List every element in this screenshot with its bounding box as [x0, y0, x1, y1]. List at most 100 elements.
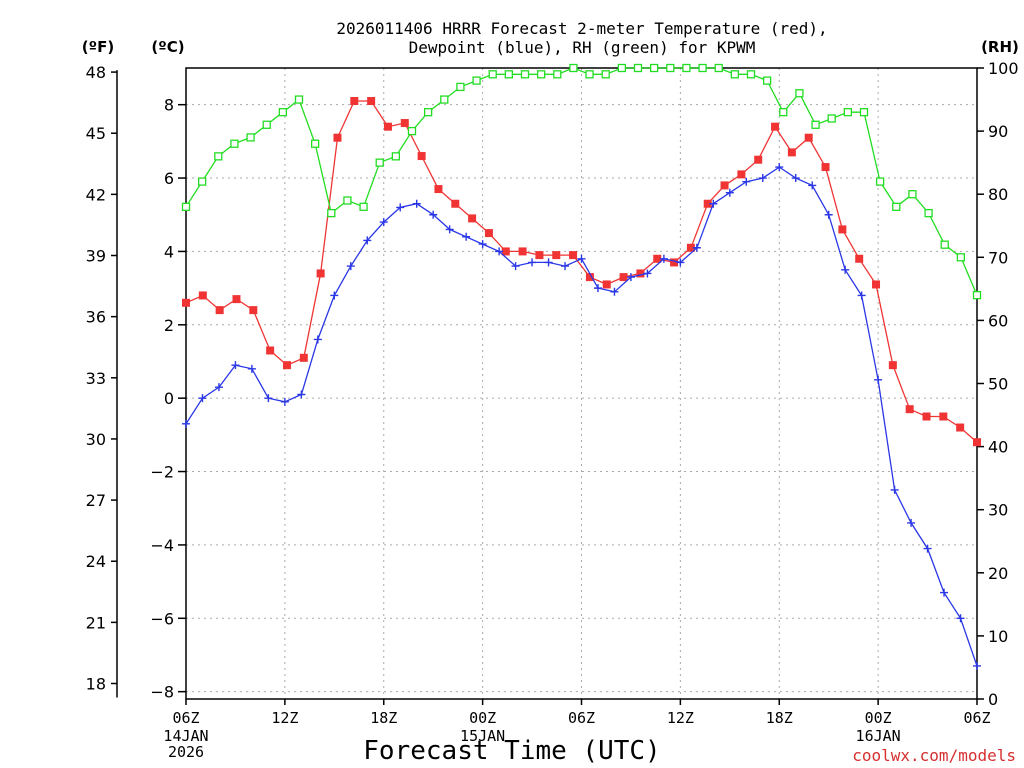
celsius-tick-label: −8: [150, 683, 174, 702]
temperature-point: [636, 269, 645, 278]
temperature-point: [350, 97, 359, 106]
rh-point: [972, 291, 982, 300]
dewpoint-point: [593, 284, 602, 293]
temperature-point: [973, 438, 981, 447]
fahrenheit-unit-label: (ºF): [82, 38, 114, 56]
rh-point: [553, 70, 562, 79]
rh-tick-label: 20: [988, 564, 1008, 583]
rh-point: [391, 152, 401, 161]
fahrenheit-tick-label: 48: [86, 63, 106, 82]
temperature-point: [417, 152, 426, 161]
dewpoint-point: [478, 240, 487, 249]
dewpoint-point: [363, 236, 372, 245]
rh-point: [456, 82, 465, 92]
dewpoint-point: [429, 210, 438, 219]
temperature-point: [670, 258, 679, 267]
dewpoint-point: [610, 287, 619, 296]
temperature-point: [198, 291, 207, 300]
temperature-point: [299, 353, 308, 362]
rh-point: [633, 63, 643, 73]
dewpoint-point: [462, 232, 471, 241]
watermark: coolwx.com/models: [852, 746, 1016, 765]
date-label: 14JAN: [163, 727, 208, 745]
dewpoint-point: [330, 291, 339, 300]
dewpoint-point: [231, 361, 240, 370]
dewpoint-point: [791, 174, 800, 183]
temperature-point: [282, 361, 291, 370]
time-tick-label: 00Z: [469, 709, 496, 727]
fahrenheit-tick-label: 33: [86, 369, 106, 388]
rh-tick-label: 80: [988, 185, 1008, 204]
rh-point: [343, 196, 352, 205]
temperature-point: [484, 229, 493, 238]
rh-tick-label: 40: [988, 438, 1008, 457]
time-tick-label: 12Z: [271, 709, 298, 727]
dewpoint-point: [907, 518, 916, 527]
temperature-point: [501, 247, 510, 256]
fahrenheit-tick-label: 45: [86, 124, 106, 143]
temperature-point: [804, 133, 813, 142]
dewpoint-point: [313, 335, 322, 344]
rh-point: [649, 63, 659, 73]
temperature-point: [535, 251, 544, 260]
rh-point: [407, 126, 417, 136]
rh-point: [730, 70, 740, 79]
rh-point: [859, 108, 869, 117]
dewpoint-point: [346, 262, 355, 271]
rh-tick-label: 10: [988, 627, 1008, 646]
time-tick-label: 18Z: [370, 709, 397, 727]
rh-point: [698, 63, 707, 73]
rh-tick-label: 60: [988, 311, 1008, 330]
dewpoint-point: [923, 544, 932, 553]
rh-point: [795, 89, 804, 98]
celsius-tick-label: −2: [150, 463, 174, 482]
dewpoint-point: [577, 254, 586, 263]
rh-point: [423, 108, 433, 117]
dewpoint-point: [676, 258, 685, 267]
dewpoint-point: [857, 291, 866, 300]
rh-point: [536, 70, 546, 79]
rh-unit-label: (RH): [981, 38, 1019, 56]
fahrenheit-tick-label: 18: [86, 675, 106, 694]
dewpoint-point: [214, 383, 223, 392]
temperature-point: [888, 361, 897, 370]
temperature-point: [602, 280, 611, 289]
fahrenheit-tick-label: 24: [86, 552, 106, 571]
temperature-point: [653, 254, 662, 263]
dewpoint-point: [692, 243, 701, 252]
time-tick-label: 00Z: [865, 709, 892, 727]
rh-point: [472, 76, 481, 85]
rh-point: [908, 190, 917, 199]
celsius-tick-label: 4: [164, 242, 174, 261]
temperature-point: [787, 148, 796, 157]
temperature-line: [185, 100, 978, 443]
dewpoint-point: [379, 218, 388, 227]
dewpoint-point: [890, 485, 899, 494]
dewpoint-point: [396, 203, 405, 212]
time-tick-label: 12Z: [667, 709, 694, 727]
rh-point: [197, 177, 207, 186]
rh-point: [310, 139, 320, 148]
dewpoint-point: [544, 258, 553, 267]
rh-point: [666, 63, 675, 73]
rh-point: [601, 70, 610, 79]
celsius-tick-label: −6: [150, 609, 174, 628]
rh-point: [956, 253, 966, 262]
rh-point: [924, 208, 933, 218]
rh-point: [440, 95, 449, 104]
fahrenheit-tick-label: 30: [86, 430, 106, 449]
celsius-tick-label: 8: [164, 96, 174, 115]
dewpoint-point: [412, 199, 421, 208]
date-label: 15JAN: [460, 727, 505, 745]
dewpoint-point: [280, 397, 289, 406]
year-label: 2026: [168, 743, 204, 761]
dewpoint-point: [709, 199, 718, 208]
fahrenheit-tick-label: 27: [86, 491, 106, 510]
rh-point: [762, 76, 772, 85]
dewpoint-point: [182, 419, 190, 428]
rh-tick-label: 30: [988, 501, 1008, 520]
dewpoint-point: [808, 181, 817, 190]
dewpoint-point: [528, 258, 537, 267]
rh-point: [230, 139, 239, 148]
